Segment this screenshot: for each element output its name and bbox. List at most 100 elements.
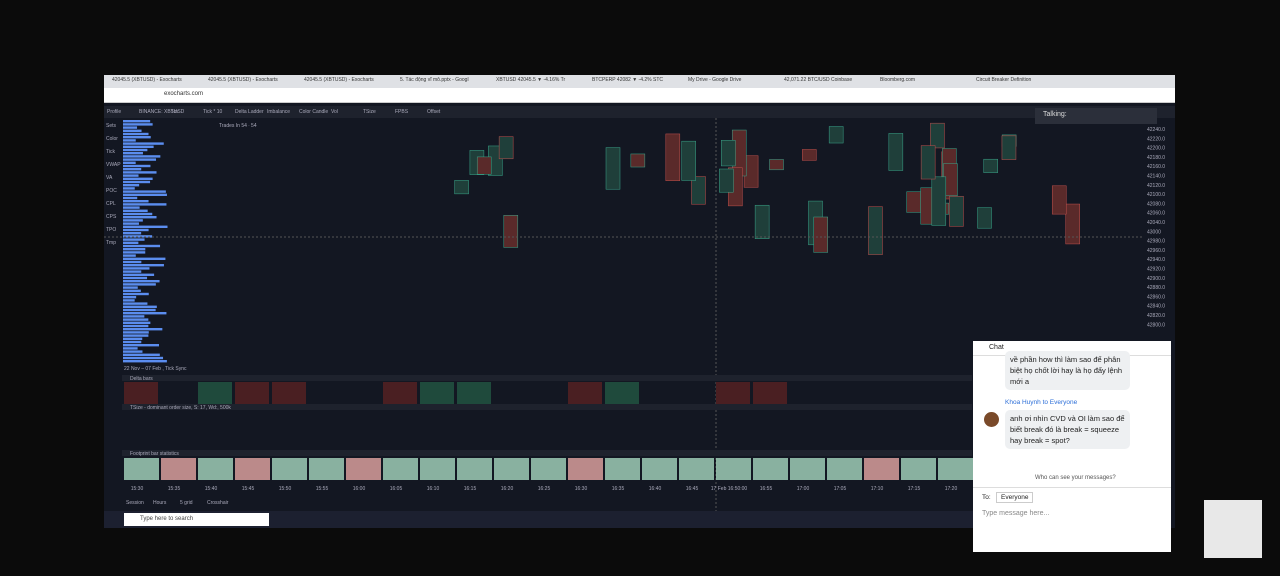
side-menu-item: VWAP xyxy=(106,162,121,168)
footprint-box xyxy=(681,140,696,181)
browser-window: 42045.5 (XBTUSD) - Exocharts 42045.5 (XBT… xyxy=(104,75,1175,528)
stat-cell xyxy=(235,458,270,480)
toolbar-item[interactable]: Imbalance xyxy=(267,109,291,115)
toolbar-item[interactable]: Color Candle xyxy=(299,109,329,115)
toolbar-item[interactable]: FPBS xyxy=(395,109,409,115)
profile-bar xyxy=(123,321,151,324)
profile-bar xyxy=(123,238,145,241)
toolbar-item[interactable]: Offset xyxy=(427,109,441,115)
price-label: 42080.0 xyxy=(1147,201,1165,207)
profile-bar xyxy=(123,129,142,132)
profile-bar xyxy=(123,152,143,155)
panel-title: TSize - dominant order size, S: 17, Wd:,… xyxy=(130,405,231,411)
price-label: 42820.0 xyxy=(1147,313,1165,319)
profile-bar xyxy=(123,164,151,168)
profile-bar xyxy=(123,132,149,136)
stat-cell xyxy=(938,458,973,480)
price-label: 42860.0 xyxy=(1147,294,1165,300)
profile-bar xyxy=(123,340,142,344)
footprint-box xyxy=(977,207,992,229)
footprint-box xyxy=(888,133,904,171)
delta-bar xyxy=(457,382,491,404)
profile-bar xyxy=(123,148,148,152)
profile-bar xyxy=(123,251,146,254)
time-label: 16:20 xyxy=(501,486,514,492)
toolbar-item[interactable]: BINANCE: XBTUSD xyxy=(139,109,185,115)
toolbar-item[interactable]: Vol xyxy=(331,109,338,115)
profile-bar xyxy=(123,305,157,308)
profile-bar xyxy=(123,209,148,212)
profile-bar xyxy=(123,184,140,187)
price-label: 42120.0 xyxy=(1147,183,1165,189)
panel-header xyxy=(122,375,972,381)
profile-bar xyxy=(123,216,157,219)
time-label: 16:25 xyxy=(538,486,551,492)
search-box[interactable]: Type here to search xyxy=(124,513,269,526)
profile-bar xyxy=(123,296,137,299)
price-label: 42900.0 xyxy=(1147,276,1165,282)
browser-tab[interactable]: 42,071.22 BTC/USD Coinbase xyxy=(784,77,853,83)
stat-cell xyxy=(309,458,344,480)
toolbar-item[interactable]: 5m xyxy=(171,109,178,115)
stat-cell xyxy=(864,458,899,480)
browser-tab[interactable]: 42045.5 (XBTUSD) - Exocharts xyxy=(112,77,182,83)
footprint-box xyxy=(754,204,770,239)
stat-cell xyxy=(494,458,529,480)
browser-tab[interactable]: 42045.5 (XBTUSD) - Exocharts xyxy=(304,77,374,83)
profile-bar xyxy=(123,177,153,180)
time-label: 17:00 xyxy=(797,486,810,492)
stat-cell xyxy=(605,458,640,480)
delta-bar xyxy=(753,382,787,404)
bottom-tab: Hours xyxy=(153,500,167,506)
profile-bar xyxy=(123,353,160,356)
url[interactable]: exocharts.com xyxy=(164,91,204,97)
toolbar-item[interactable]: Delta Ladder xyxy=(235,109,264,115)
browser-tab[interactable]: XBTUSD 42045.5 ▼ -4.16% Tr xyxy=(496,77,566,83)
footprint-box xyxy=(949,195,964,227)
price-label: 42880.0 xyxy=(1147,285,1165,291)
profile-bar xyxy=(123,228,149,232)
profile-bar xyxy=(123,139,136,142)
stat-cell xyxy=(642,458,677,480)
profile-bar xyxy=(123,264,164,267)
footprint-box xyxy=(813,216,829,253)
profile-bar xyxy=(123,344,160,347)
browser-tab[interactable]: 5. Tác động vĩ mô.pptx - Googl xyxy=(400,77,469,83)
browser-tab[interactable]: BTCPERP 42082 ▼ -4.2% STC xyxy=(592,77,663,83)
delta-bar xyxy=(124,382,158,404)
range-label: 22 Nov – 07 Feb , Tick Sync xyxy=(124,366,187,372)
tab-strip: 42045.5 (XBTUSD) - Exocharts 42045.5 (XBT… xyxy=(104,75,1175,88)
privacy-link[interactable]: Who can see your messages? xyxy=(1035,475,1116,481)
profile-bar xyxy=(123,328,163,331)
toolbar-item[interactable]: Profile xyxy=(107,109,122,115)
talking-indicator: Talking: xyxy=(1035,108,1157,124)
profile-bar xyxy=(123,241,139,244)
time-label: 17 Feb 16:50:00 xyxy=(711,486,748,492)
toolbar-item[interactable]: Tick * 10 xyxy=(203,109,223,115)
message-input[interactable]: Type message here... xyxy=(982,510,1050,517)
footprint-box xyxy=(920,145,936,180)
time-label: 15:55 xyxy=(316,486,329,492)
profile-bar xyxy=(123,318,149,321)
footprint-box xyxy=(828,126,844,144)
footprint-box xyxy=(1001,135,1017,160)
footprint-box xyxy=(498,136,514,160)
chart-area: Sets Color Tick VWAP VA POC CPL CPS TPO Tmp Trades… xyxy=(104,118,1165,518)
profile-bar xyxy=(123,219,143,222)
footprint-box xyxy=(769,159,784,171)
side-menu-item: Color xyxy=(106,136,118,142)
profile-bar xyxy=(123,235,153,238)
delta-bar xyxy=(198,382,232,404)
toolbar-item[interactable]: TSize xyxy=(363,109,376,115)
browser-tab[interactable]: My Drive - Google Drive xyxy=(688,77,742,83)
stat-cell xyxy=(827,458,862,480)
footprint-box xyxy=(1051,185,1067,215)
stat-cell xyxy=(679,458,714,480)
profile-bar xyxy=(123,206,140,209)
browser-tab[interactable]: Circuit Breaker Definition xyxy=(976,77,1032,83)
footprint-box xyxy=(1065,203,1080,245)
browser-tab[interactable]: 42045.5 (XBTUSD) - Exocharts xyxy=(208,77,278,83)
browser-tab[interactable]: Bloomberg.com xyxy=(880,77,916,83)
profile-bar xyxy=(123,136,151,139)
recipient-select[interactable]: Everyone xyxy=(996,492,1034,503)
